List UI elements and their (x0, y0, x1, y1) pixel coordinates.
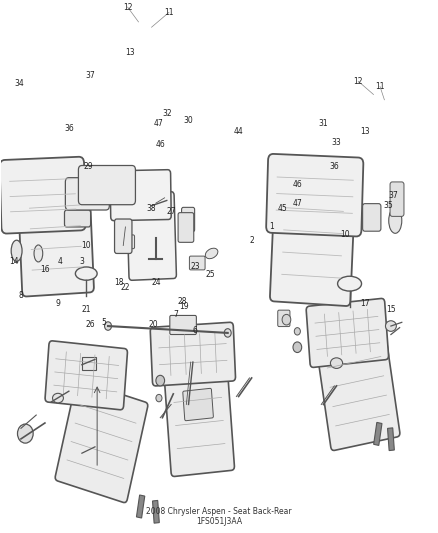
Text: 28: 28 (177, 297, 187, 305)
Text: 29: 29 (84, 161, 93, 171)
Text: 19: 19 (180, 302, 189, 311)
Text: 36: 36 (64, 124, 74, 133)
Text: 5: 5 (101, 318, 106, 327)
FancyBboxPatch shape (266, 154, 364, 237)
FancyBboxPatch shape (121, 235, 134, 249)
Text: 47: 47 (153, 119, 163, 128)
FancyBboxPatch shape (363, 204, 381, 231)
Text: 47: 47 (293, 199, 302, 208)
Text: 12: 12 (123, 3, 132, 12)
Text: 36: 36 (329, 161, 339, 171)
FancyBboxPatch shape (110, 169, 171, 221)
Circle shape (156, 394, 162, 402)
Text: 46: 46 (293, 180, 302, 189)
FancyBboxPatch shape (306, 298, 389, 367)
Circle shape (18, 424, 33, 443)
Text: 32: 32 (162, 109, 172, 118)
FancyBboxPatch shape (78, 166, 135, 205)
FancyBboxPatch shape (150, 322, 236, 386)
Text: 14: 14 (10, 257, 19, 266)
Text: 35: 35 (384, 201, 394, 210)
Text: 21: 21 (81, 304, 91, 313)
Text: 11: 11 (164, 8, 174, 17)
FancyBboxPatch shape (183, 389, 213, 421)
Text: 12: 12 (353, 77, 363, 86)
FancyBboxPatch shape (278, 310, 290, 327)
Text: 11: 11 (375, 82, 385, 91)
Ellipse shape (385, 321, 396, 332)
Ellipse shape (75, 267, 97, 280)
Text: 9: 9 (56, 300, 60, 308)
Text: 33: 33 (332, 138, 341, 147)
Text: 18: 18 (114, 278, 124, 287)
Text: 13: 13 (360, 127, 370, 136)
FancyBboxPatch shape (317, 332, 400, 450)
Ellipse shape (330, 358, 343, 368)
Text: 2: 2 (249, 236, 254, 245)
Text: 3: 3 (79, 257, 85, 266)
Text: 8: 8 (18, 292, 23, 300)
FancyBboxPatch shape (18, 179, 94, 296)
Text: 17: 17 (360, 300, 370, 308)
Text: 37: 37 (86, 71, 95, 80)
Text: 27: 27 (166, 207, 176, 215)
Text: 4: 4 (58, 257, 63, 266)
FancyBboxPatch shape (390, 182, 404, 216)
FancyBboxPatch shape (115, 219, 132, 254)
FancyBboxPatch shape (45, 341, 127, 410)
Circle shape (156, 375, 165, 386)
Text: 26: 26 (86, 320, 95, 329)
FancyBboxPatch shape (388, 428, 394, 450)
Circle shape (294, 328, 300, 335)
Text: 45: 45 (277, 204, 287, 213)
Text: 22: 22 (121, 284, 130, 293)
Ellipse shape (338, 276, 361, 291)
FancyBboxPatch shape (374, 422, 382, 446)
Text: 30: 30 (184, 117, 194, 125)
Text: 13: 13 (125, 47, 134, 56)
Text: 44: 44 (234, 127, 244, 136)
Text: 7: 7 (173, 310, 178, 319)
Ellipse shape (53, 393, 64, 403)
Text: 31: 31 (318, 119, 328, 128)
FancyBboxPatch shape (127, 192, 177, 280)
FancyBboxPatch shape (0, 157, 86, 233)
Circle shape (293, 342, 302, 352)
Text: 46: 46 (155, 140, 165, 149)
Text: 20: 20 (149, 320, 159, 329)
FancyBboxPatch shape (170, 316, 196, 335)
Text: 10: 10 (340, 230, 350, 239)
Text: 2008 Chrysler Aspen - Seat Back-Rear
1FS051J3AA: 2008 Chrysler Aspen - Seat Back-Rear 1FS… (146, 507, 292, 526)
FancyBboxPatch shape (270, 180, 355, 306)
FancyBboxPatch shape (55, 381, 148, 503)
Text: 6: 6 (193, 326, 198, 335)
FancyBboxPatch shape (65, 177, 110, 210)
FancyBboxPatch shape (137, 495, 145, 518)
Text: 23: 23 (190, 262, 200, 271)
Circle shape (282, 314, 291, 325)
Text: 34: 34 (14, 79, 24, 88)
Text: 1: 1 (269, 222, 274, 231)
Text: 16: 16 (40, 265, 50, 274)
FancyBboxPatch shape (182, 207, 194, 232)
Ellipse shape (205, 248, 218, 259)
Ellipse shape (34, 245, 43, 262)
FancyBboxPatch shape (64, 210, 91, 227)
Text: 10: 10 (81, 241, 91, 250)
Text: 38: 38 (147, 204, 156, 213)
Text: 25: 25 (205, 270, 215, 279)
Circle shape (224, 329, 231, 337)
Ellipse shape (389, 208, 402, 233)
FancyBboxPatch shape (178, 213, 194, 243)
Circle shape (105, 322, 112, 330)
FancyBboxPatch shape (164, 369, 234, 477)
FancyBboxPatch shape (189, 256, 205, 270)
Text: 24: 24 (151, 278, 161, 287)
Ellipse shape (11, 240, 22, 261)
Text: 15: 15 (386, 304, 396, 313)
Text: 37: 37 (388, 191, 398, 200)
FancyBboxPatch shape (152, 500, 159, 523)
FancyBboxPatch shape (82, 357, 96, 370)
